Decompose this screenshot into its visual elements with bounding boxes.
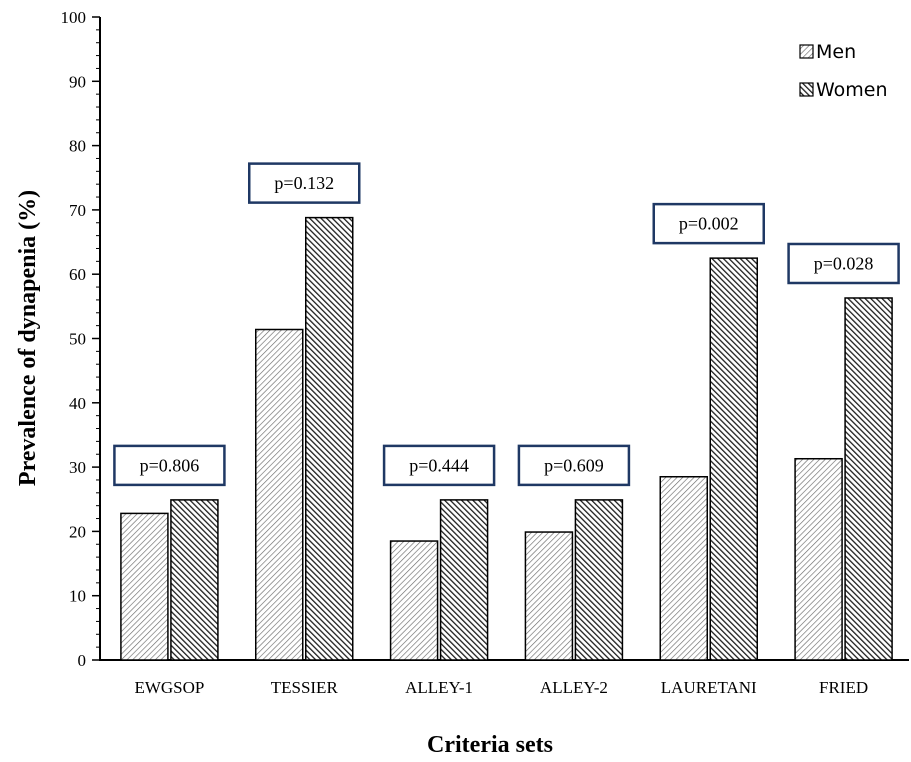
legend: Men Women — [800, 41, 888, 101]
legend-label-men: Men — [816, 41, 856, 63]
y-axis-ticks: 0 10 20 30 40 50 60 70 80 90 100 — [61, 8, 101, 670]
bar-women-tessier — [306, 218, 353, 660]
bar-men-ewgsop — [121, 513, 168, 660]
y-tick-label-0: 0 — [78, 651, 87, 670]
p-value-label-tessier: p=0.132 — [274, 173, 334, 193]
bars — [121, 218, 892, 660]
bar-women-alley-2 — [575, 500, 622, 660]
bar-men-fried — [795, 459, 842, 660]
bar-men-alley-2 — [525, 532, 572, 660]
p-value-label-ewgsop: p=0.806 — [140, 455, 200, 475]
x-axis-title: Criteria sets — [427, 732, 553, 758]
y-tick-label-90: 90 — [69, 72, 86, 91]
bar-men-tessier — [256, 329, 303, 660]
x-tick-label-tessier: TESSIER — [271, 678, 339, 697]
y-tick-label-30: 30 — [69, 458, 86, 477]
x-tick-label-alley-1: ALLEY-1 — [405, 678, 473, 697]
p-value-label-alley-1: p=0.444 — [409, 455, 469, 475]
y-tick-label-50: 50 — [69, 330, 86, 349]
p-value-label-alley-2: p=0.609 — [544, 455, 604, 475]
p-value-label-fried: p=0.028 — [814, 253, 874, 273]
p-value-annotations: p=0.806 p=0.132 p=0.444 p=0.609 p=0.002 p=0.0… — [114, 164, 898, 485]
bar-women-ewgsop — [171, 500, 218, 660]
x-tick-label-fried: FRIED — [819, 678, 868, 697]
y-tick-label-100: 100 — [61, 8, 87, 27]
y-tick-label-10: 10 — [69, 587, 86, 606]
legend-label-women: Women — [816, 79, 888, 101]
y-tick-label-70: 70 — [69, 201, 86, 220]
y-tick-label-40: 40 — [69, 394, 86, 413]
bar-women-fried — [845, 298, 892, 660]
x-tick-label-alley-2: ALLEY-2 — [540, 678, 608, 697]
y-tick-label-80: 80 — [69, 137, 86, 156]
y-tick-label-60: 60 — [69, 265, 86, 284]
bar-women-alley-1 — [441, 500, 488, 660]
x-tick-label-lauretani: LAURETANI — [661, 678, 757, 697]
x-axis-category-labels: EWGSOP TESSIER ALLEY-1 ALLEY-2 LAURETANI FRIE… — [134, 678, 868, 697]
bar-women-lauretani — [710, 258, 757, 660]
y-axis-title: Prevalence of dynapenia (%) — [15, 190, 41, 486]
x-tick-label-ewgsop: EWGSOP — [134, 678, 204, 697]
y-tick-label-20: 20 — [69, 522, 86, 541]
axes — [99, 17, 909, 661]
p-value-label-lauretani: p=0.002 — [679, 214, 739, 234]
bar-men-alley-1 — [391, 541, 438, 660]
legend-swatch-women — [800, 83, 813, 96]
bar-men-lauretani — [660, 477, 707, 660]
legend-swatch-men — [800, 45, 813, 58]
